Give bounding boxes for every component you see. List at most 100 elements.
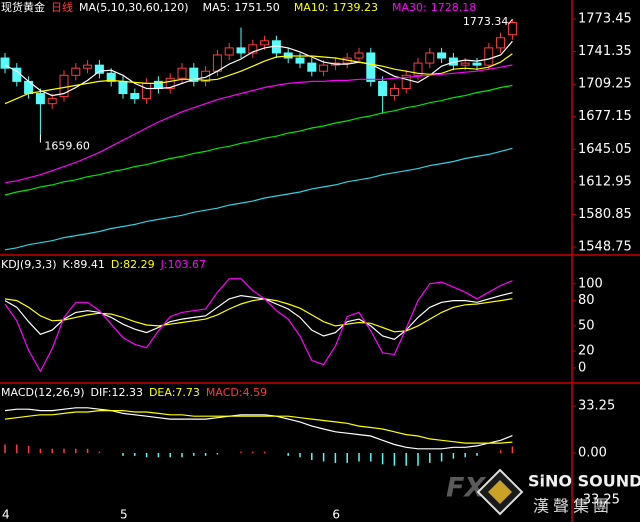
panel-title: MACD(12,26,9) — [1, 386, 85, 399]
y-tick-label: 20 — [578, 344, 595, 359]
candle-body — [496, 37, 506, 49]
series-line — [4, 64, 513, 184]
indicator-label: MA(5,10,30,60,120) — [79, 1, 189, 14]
candle-body — [47, 98, 57, 105]
candle-body — [142, 82, 152, 100]
panel-header: 现货黄金 日线 MA(5,10,30,60,120) MA5: 1751.50 MA10:… — [1, 0, 476, 14]
y-tick-label: 0 — [578, 360, 586, 375]
legend-name: MA5: — [203, 1, 231, 14]
y-tick-label: -33.25 — [578, 493, 620, 508]
legend-name: K: — [63, 258, 74, 271]
legend-value: 89.41 — [73, 258, 105, 271]
candle-body — [484, 47, 494, 66]
watermark-brand: SiNO SOUND — [528, 472, 640, 491]
panel-title: KDJ(9,3,3) — [1, 258, 57, 271]
panel-title: 现货黄金 — [1, 0, 45, 14]
y-tick-label: 1709.25 — [578, 77, 632, 92]
legend-name: DIF: — [91, 386, 112, 399]
series-line — [4, 292, 513, 340]
y-tick-label: 1580.85 — [578, 207, 632, 222]
annotation: 1773.34 — [463, 15, 509, 28]
legend-name: D: — [111, 258, 123, 271]
candle-body — [295, 57, 305, 64]
y-tick-label: 33.25 — [578, 398, 615, 413]
legend-value: 1739.23 — [333, 1, 379, 14]
annotation-line — [508, 18, 513, 25]
candle-body — [83, 64, 93, 69]
candle-body — [224, 47, 234, 56]
period-label: 日线 — [51, 0, 73, 14]
candle-body — [507, 22, 517, 36]
watermark-brand-cn: 漢聲集團 — [533, 497, 613, 516]
candle-body — [460, 62, 470, 66]
legend-value: 103.67 — [168, 258, 207, 271]
y-tick-label: 1677.15 — [578, 109, 632, 124]
candle-body — [236, 47, 246, 54]
y-tick-label: 1548.75 — [578, 239, 632, 254]
candle-body — [71, 67, 81, 76]
panel-header: MACD(12,26,9) DIF:12.33 DEA:7.73 MACD:4.59 — [1, 386, 267, 399]
y-tick-label: 1741.35 — [578, 44, 632, 59]
legend-value: 12.33 — [111, 386, 143, 399]
candle-body — [437, 52, 447, 59]
y-tick-label: 100 — [578, 276, 603, 291]
legend-value: 7.73 — [175, 386, 200, 399]
x-tick-label: 5 — [120, 508, 128, 522]
legend-value: 1751.50 — [234, 1, 280, 14]
series-line — [4, 147, 513, 251]
watermark: FX SiNO SOUND 漢聲集團 — [446, 468, 640, 516]
y-tick-label: 50 — [578, 318, 595, 333]
candle-body — [212, 54, 222, 72]
candle-body — [389, 87, 399, 97]
legend-name: MA10: — [294, 1, 329, 14]
y-tick-label: 1612.95 — [578, 174, 632, 189]
annotation: 1659.60 — [44, 140, 90, 153]
series-line — [4, 40, 513, 97]
series-line — [4, 53, 513, 105]
candle-body — [413, 62, 423, 76]
series-line — [4, 298, 513, 333]
y-tick-label: 80 — [578, 293, 595, 308]
candle-body — [319, 64, 329, 72]
candle-body — [177, 67, 187, 79]
x-tick-label: 4 — [2, 508, 10, 522]
legend-name: MA30: — [392, 1, 427, 14]
candle-body — [118, 80, 128, 95]
legend-name: J: — [160, 258, 168, 271]
y-tick-label: 1645.05 — [578, 142, 632, 157]
legend-value: 4.59 — [243, 386, 268, 399]
candle-body — [248, 44, 258, 54]
candle-body — [130, 93, 140, 100]
legend-value: 82.29 — [123, 258, 155, 271]
candle-body — [189, 67, 199, 82]
y-tick-label: 0.00 — [578, 446, 607, 461]
candle-body — [260, 40, 270, 46]
candle-body — [106, 72, 116, 82]
series-line — [4, 278, 513, 373]
series-line — [4, 407, 513, 450]
candle-body — [366, 52, 376, 82]
legend-name: MACD: — [206, 386, 243, 399]
candle-body — [472, 62, 482, 66]
candle-body — [354, 52, 364, 59]
candle-body — [59, 74, 69, 98]
candle-body — [35, 93, 45, 105]
series-line — [4, 84, 513, 196]
candle-body — [378, 80, 388, 97]
series-line — [4, 410, 513, 444]
y-tick-label: 1773.45 — [578, 12, 632, 27]
candle-body — [307, 62, 317, 72]
legend-value: 1728.18 — [431, 1, 477, 14]
candle-body — [401, 74, 411, 89]
x-tick-label: 6 — [332, 508, 340, 522]
candle-body — [0, 57, 10, 69]
panel-header: KDJ(9,3,3) K:89.41 D:82.29 J:103.67 — [1, 258, 206, 271]
legend-name: DEA: — [149, 386, 175, 399]
candle-body — [94, 64, 104, 74]
candle-body — [425, 52, 435, 64]
watermark-fx: FX — [446, 473, 486, 504]
watermark-logo — [488, 480, 512, 504]
candle-body — [201, 70, 211, 82]
